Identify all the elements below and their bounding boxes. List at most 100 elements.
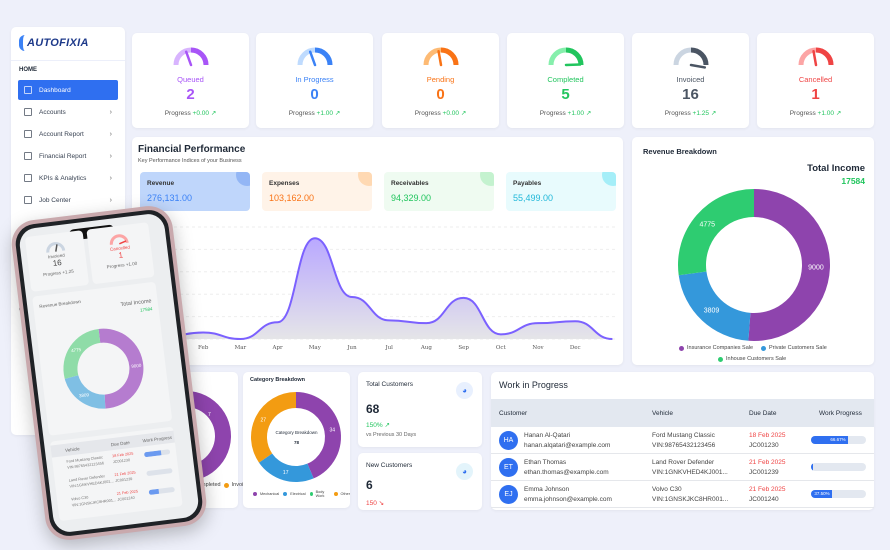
financial-area-chart: Feb Mar Apr May Jun Jul Aug Sep Oct Nov Dec <box>162 226 617 351</box>
table-row[interactable]: ET Ethan Thomas ethan.thomas@example.com … <box>491 454 874 481</box>
comparison-note: vs Previous 30 Days <box>366 432 417 438</box>
table-header: Customer Vehicle Due Date Work Progress <box>491 399 874 427</box>
legend-item[interactable]: Electrical <box>283 490 306 498</box>
x-tick-label: Apr <box>272 345 283 351</box>
decorative-circle <box>236 172 250 186</box>
gauge-icon <box>798 47 834 67</box>
column-header[interactable]: Vehicle <box>652 410 673 417</box>
donut-slice <box>748 189 830 341</box>
panel-title: Category Breakdown <box>250 377 306 383</box>
total-income-value: 17584 <box>841 176 865 186</box>
work-in-progress-panel: Work in Progress Customer Vehicle Due Da… <box>491 372 874 510</box>
donut-slice <box>678 189 754 276</box>
building-icon <box>24 86 32 94</box>
column-header[interactable]: Customer <box>499 410 528 417</box>
progress-text: Progress +1.00 ↗ <box>288 110 341 117</box>
x-tick-label: Feb <box>198 345 209 351</box>
gauge-icon <box>423 47 459 67</box>
gauge-icon <box>46 242 66 253</box>
total-customers-value: 68 <box>366 402 380 416</box>
sidebar-item-dashboard[interactable]: Dashboard <box>18 80 118 100</box>
slice-label: 3809 <box>79 392 90 398</box>
kpi-payables[interactable]: Payables 55,499.00 <box>506 172 616 211</box>
donut-slice <box>296 392 341 479</box>
work-progress-bar: 37.50% <box>811 490 866 498</box>
kpi-receivables[interactable]: Receivables 94,329.00 <box>384 172 494 211</box>
building-icon <box>24 152 32 160</box>
legend-item[interactable]: Body Work <box>309 490 330 498</box>
revenue-breakdown-panel: Revenue Breakdown Total Income 17584 900… <box>632 137 874 365</box>
x-tick-label: Sep <box>458 345 469 351</box>
x-tick-label: Oct <box>496 345 507 351</box>
decorative-circle <box>358 172 372 186</box>
new-customers-value: 6 <box>366 478 373 492</box>
sidebar-item-accounts[interactable]: Accounts › <box>18 102 118 122</box>
avatar: EJ <box>499 485 518 504</box>
donut-slice <box>678 271 751 341</box>
building-icon <box>24 196 32 204</box>
slice-label: 4775 <box>700 222 716 229</box>
x-tick-label: Dec <box>570 345 581 351</box>
status-card-cancelled[interactable]: Cancelled 1 Progress +1.00 ↗ <box>757 33 874 128</box>
series-line <box>165 237 613 341</box>
card-title: New Customers <box>366 462 413 469</box>
slice-label: 9000 <box>808 265 824 272</box>
phone-donut-chart: 9000 3809 4775 <box>63 328 144 409</box>
column-header[interactable]: Work Progress <box>819 410 862 417</box>
sidebar-item-job-center[interactable]: Job Center › <box>18 190 118 210</box>
chevron-right-icon: › <box>109 196 112 204</box>
progress-text: Progress +1.00 ↗ <box>539 110 592 117</box>
slice-label: 17 <box>283 470 289 476</box>
slice-label: 34 <box>329 427 335 433</box>
kpi-expenses[interactable]: Expenses 103,162.00 <box>262 172 372 211</box>
status-card-invoiced[interactable]: Invoiced 16 Progress +1.25 ↗ <box>632 33 749 128</box>
x-tick-label: May <box>309 345 322 351</box>
gauge-icon <box>297 47 333 67</box>
trend-up-icon: ↗ <box>585 110 592 117</box>
revenue-donut-chart: 9000 3809 4775 <box>678 189 830 341</box>
donut-slice <box>258 453 314 482</box>
progress-text: Progress +0.00 ↗ <box>414 110 467 117</box>
chart-pie-icon: ◕ <box>456 382 473 399</box>
panel-subtitle: Key Performance Indices of your Business <box>138 158 242 164</box>
legend-item[interactable]: Mechanical <box>253 490 279 498</box>
slice-label: 4775 <box>71 347 82 353</box>
building-icon <box>24 174 32 182</box>
legend-item[interactable]: Inhouse Customers Sale <box>718 356 786 362</box>
legend-item[interactable]: Private Customers Sale <box>761 345 827 351</box>
chevron-right-icon: › <box>109 174 112 182</box>
decline-value: 150 ↘ <box>366 500 385 507</box>
gauge-icon <box>109 234 129 245</box>
progress-text: Progress +0.00 ↗ <box>164 110 217 117</box>
trend-up-icon: ↗ <box>835 110 842 117</box>
table-row[interactable]: EJ Emma Johnson emma.johnson@example.com … <box>491 481 874 508</box>
divider <box>11 60 125 61</box>
sidebar-item-financial-report[interactable]: Financial Report › <box>18 146 118 166</box>
kpi-revenue[interactable]: Revenue 276,131.00 <box>140 172 250 211</box>
column-header[interactable]: Due Date <box>749 410 777 417</box>
donut-center-label: Category Breakdown <box>275 430 318 435</box>
slice-label: 9000 <box>131 363 142 369</box>
logo[interactable]: AUTOFIXIA <box>19 35 93 51</box>
chevron-right-icon: › <box>109 130 112 138</box>
status-card-in-progress[interactable]: In Progress 0 Progress +1.00 ↗ <box>256 33 373 128</box>
trend-up-icon: ↗ <box>210 110 217 117</box>
table-row[interactable]: HA Hanan Al-Qatari hanan.alqatari@example… <box>491 427 874 454</box>
status-card-queued[interactable]: Queued 2 Progress +0.00 ↗ <box>132 33 249 128</box>
progress-text: Progress +1.00 ↗ <box>789 110 842 117</box>
decorative-circle <box>602 172 616 186</box>
total-customers-card: Total Customers ◕ 68 150% ↗ vs Previous … <box>358 372 482 447</box>
sidebar-item-kpis-analytics[interactable]: KPIs & Analytics › <box>18 168 118 188</box>
trend-up-icon: ↗ <box>334 110 341 117</box>
phone-mockup: Invoiced 16 Progress +1.25 Cancelled 1 Progr… <box>8 203 210 543</box>
status-card-pending[interactable]: Pending 0 Progress +0.00 ↗ <box>382 33 499 128</box>
legend-item[interactable]: Other <box>333 490 350 498</box>
donut-center-total: 78 <box>293 440 299 445</box>
legend-item[interactable]: Insurance Companies Sale <box>679 345 753 351</box>
sidebar-item-account-report[interactable]: Account Report › <box>18 124 118 144</box>
x-tick-label: Nov <box>532 345 544 351</box>
x-tick-label: Jun <box>346 345 357 351</box>
work-progress-bar <box>811 463 866 471</box>
trend-down-icon: ↘ <box>378 500 385 507</box>
status-card-completed[interactable]: Completed 5 Progress +1.00 ↗ <box>507 33 624 128</box>
